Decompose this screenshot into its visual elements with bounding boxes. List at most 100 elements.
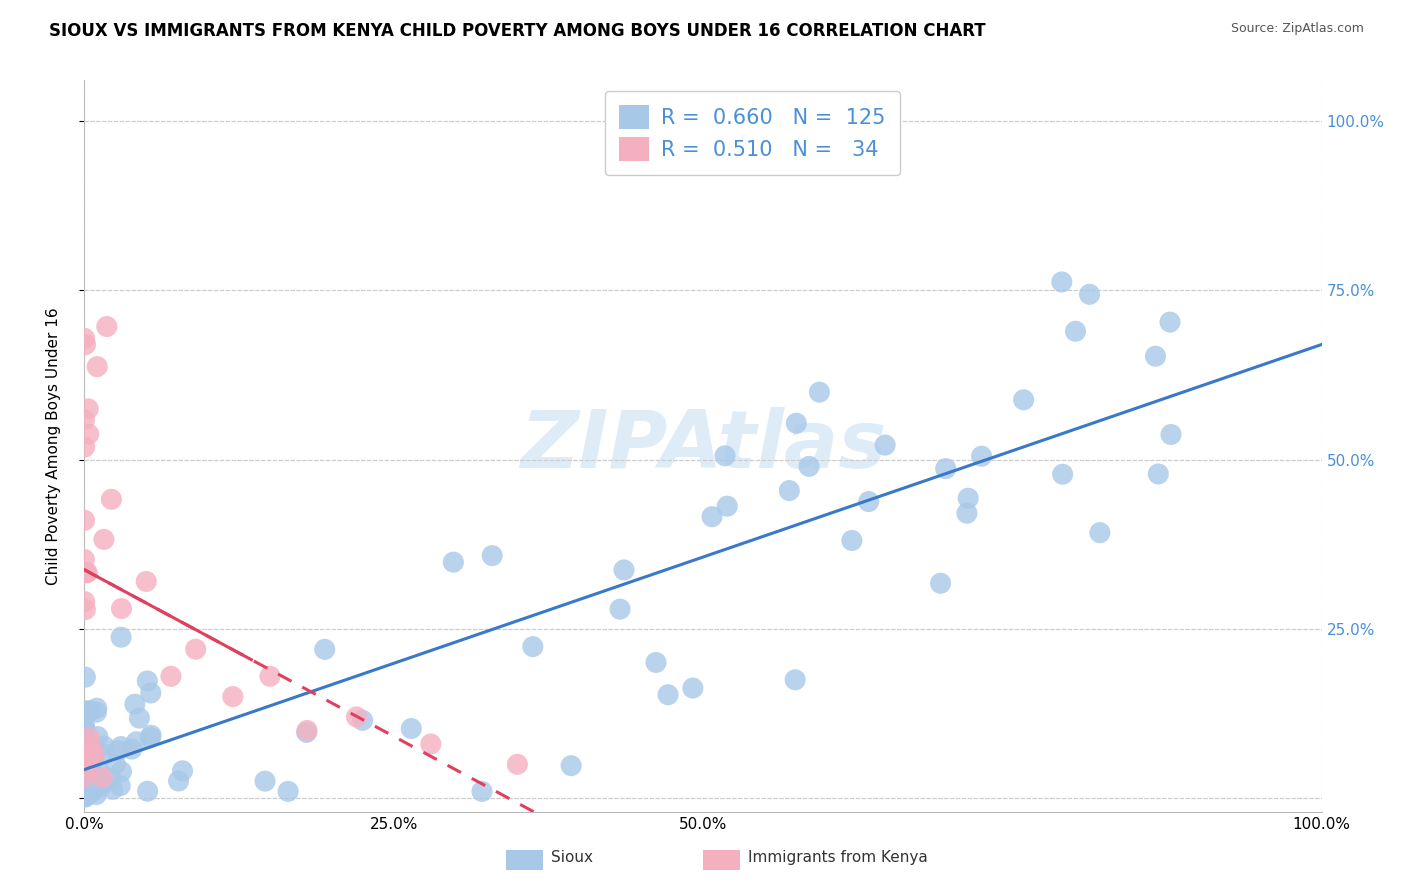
- Point: [136, 784, 159, 798]
- Point: [73, 773, 96, 788]
- Point: [125, 734, 148, 748]
- Point: [79, 731, 101, 745]
- Text: Sioux: Sioux: [551, 850, 593, 865]
- Point: [75, 566, 97, 580]
- Point: [79, 785, 101, 799]
- Point: [79, 765, 101, 780]
- Point: [73, 594, 96, 608]
- Point: [104, 757, 127, 772]
- Point: [108, 779, 131, 793]
- Point: [73, 756, 96, 770]
- Point: [75, 602, 97, 616]
- Point: [80, 747, 103, 762]
- Point: [75, 706, 97, 721]
- Point: [91, 771, 114, 785]
- Point: [295, 725, 318, 739]
- Point: [79, 767, 101, 781]
- Point: [86, 788, 108, 802]
- Point: [73, 774, 96, 789]
- Point: [645, 656, 668, 670]
- Point: [75, 780, 97, 794]
- Point: [419, 737, 441, 751]
- Point: [778, 483, 800, 498]
- Point: [73, 746, 96, 760]
- Point: [128, 711, 150, 725]
- Point: [77, 401, 100, 416]
- Point: [1078, 287, 1101, 301]
- Point: [110, 630, 132, 644]
- Point: [957, 491, 980, 506]
- Point: [929, 576, 952, 591]
- Point: [89, 779, 111, 793]
- Point: [797, 459, 820, 474]
- Point: [77, 704, 100, 718]
- Point: [73, 779, 96, 793]
- Point: [1052, 467, 1074, 482]
- Point: [875, 438, 897, 452]
- Point: [76, 785, 98, 799]
- Point: [87, 771, 110, 785]
- Point: [79, 738, 101, 752]
- Point: [73, 769, 96, 783]
- Legend: R =  0.660   N =  125, R =  0.510   N =   34: R = 0.660 N = 125, R = 0.510 N = 34: [605, 91, 900, 176]
- Point: [1050, 275, 1073, 289]
- Point: [1147, 467, 1170, 481]
- Point: [93, 533, 115, 547]
- Point: [314, 642, 336, 657]
- Point: [110, 764, 132, 779]
- Point: [970, 449, 993, 463]
- Point: [73, 780, 96, 794]
- Point: [73, 784, 96, 798]
- Point: [124, 697, 146, 711]
- Point: [89, 773, 111, 788]
- Point: [222, 690, 245, 704]
- Point: [75, 670, 97, 684]
- Point: [79, 780, 101, 794]
- Point: [80, 784, 103, 798]
- Point: [77, 739, 100, 753]
- Point: [77, 764, 100, 779]
- Point: [716, 499, 738, 513]
- Point: [295, 723, 318, 738]
- Point: [160, 669, 183, 683]
- Point: [83, 747, 105, 762]
- Point: [139, 686, 162, 700]
- Point: [73, 331, 96, 345]
- Point: [73, 789, 96, 803]
- Y-axis label: Child Poverty Among Boys Under 16: Child Poverty Among Boys Under 16: [46, 307, 60, 585]
- Point: [441, 555, 464, 569]
- Point: [481, 549, 503, 563]
- Point: [613, 563, 636, 577]
- Point: [75, 756, 97, 771]
- Point: [346, 710, 368, 724]
- Point: [73, 412, 96, 426]
- Point: [75, 337, 97, 351]
- Point: [167, 774, 190, 789]
- Point: [714, 449, 737, 463]
- Point: [73, 756, 96, 770]
- Point: [76, 776, 98, 790]
- Point: [1160, 427, 1182, 442]
- Point: [73, 765, 96, 780]
- Point: [82, 755, 104, 769]
- Point: [858, 494, 880, 508]
- Point: [80, 753, 103, 767]
- Point: [259, 669, 281, 683]
- Text: SIOUX VS IMMIGRANTS FROM KENYA CHILD POVERTY AMONG BOYS UNDER 16 CORRELATION CHA: SIOUX VS IMMIGRANTS FROM KENYA CHILD POV…: [49, 22, 986, 40]
- Point: [77, 427, 100, 442]
- Point: [76, 566, 98, 580]
- Point: [93, 776, 115, 790]
- Point: [785, 416, 807, 430]
- Point: [139, 731, 162, 745]
- Point: [79, 704, 101, 718]
- Point: [76, 704, 98, 718]
- Point: [77, 746, 100, 760]
- Point: [73, 721, 96, 735]
- Point: [73, 723, 96, 737]
- Point: [75, 779, 97, 793]
- Point: [121, 742, 143, 756]
- Point: [700, 509, 723, 524]
- Point: [935, 461, 957, 475]
- Point: [86, 359, 108, 374]
- Point: [73, 770, 96, 784]
